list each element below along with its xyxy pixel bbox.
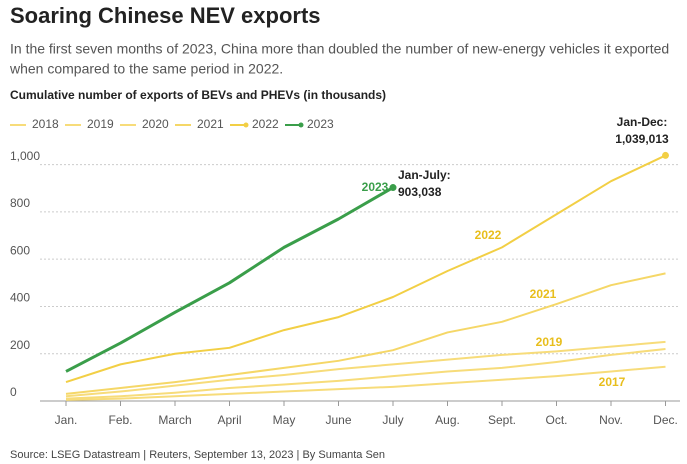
legend-label: 2023 bbox=[307, 117, 334, 131]
x-tick-label: Dec. bbox=[653, 413, 678, 427]
end-label: Jan-July: bbox=[398, 168, 451, 182]
end-label: 1,039,013 bbox=[615, 132, 669, 146]
line-label: 2021 bbox=[530, 287, 557, 301]
x-tick-label: June bbox=[325, 413, 351, 427]
x-tick-label: Feb. bbox=[108, 413, 132, 427]
x-tick-label: Aug. bbox=[435, 413, 460, 427]
x-tick-label: Nov. bbox=[599, 413, 623, 427]
legend-label: 2022 bbox=[252, 117, 279, 131]
series-line bbox=[65, 348, 666, 400]
line-label: 2022 bbox=[475, 228, 502, 242]
x-tick-label: July bbox=[382, 413, 403, 427]
line-label: 2023 bbox=[362, 180, 389, 194]
legend-label: 2018 bbox=[32, 117, 59, 131]
end-marker bbox=[662, 151, 669, 159]
subtitle: In the first seven months of 2023, China… bbox=[10, 41, 669, 57]
y-tick-label: 800 bbox=[10, 196, 30, 210]
series-line bbox=[65, 154, 666, 384]
source: Source: LSEG Datastream | Reuters, Septe… bbox=[10, 449, 385, 461]
y-tick-label: 0 bbox=[10, 385, 17, 399]
legend-label: 2021 bbox=[197, 117, 224, 131]
x-tick-label: May bbox=[273, 413, 296, 427]
y-tick-label: 200 bbox=[10, 338, 30, 352]
x-tick-label: Jan. bbox=[55, 413, 78, 427]
series-line bbox=[65, 340, 666, 398]
x-tick-label: Oct. bbox=[545, 413, 567, 427]
legend-label: 2020 bbox=[142, 117, 169, 131]
x-tick-label: March bbox=[158, 413, 191, 427]
subtitle: when compared to the same period in 2022… bbox=[9, 61, 283, 77]
series-line bbox=[65, 186, 394, 373]
end-marker bbox=[389, 184, 397, 192]
y-tick-label: 1,000 bbox=[10, 149, 40, 163]
x-tick-label: Sept. bbox=[488, 413, 516, 427]
end-label: Jan-Dec: bbox=[617, 115, 668, 129]
line-label: 2017 bbox=[599, 375, 626, 389]
x-tick-label: April bbox=[217, 413, 241, 427]
legend-dot bbox=[298, 122, 304, 128]
series-line bbox=[65, 272, 666, 395]
chart-subtitle: Cumulative number of exports of BEVs and… bbox=[10, 88, 386, 102]
chart-title: Soaring Chinese NEV exports bbox=[10, 3, 321, 28]
series-line bbox=[65, 365, 666, 401]
end-label: 903,038 bbox=[398, 185, 442, 199]
y-tick-label: 600 bbox=[10, 243, 30, 257]
y-tick-label: 400 bbox=[10, 291, 30, 305]
line-label: 2019 bbox=[536, 335, 563, 349]
legend-label: 2019 bbox=[87, 117, 114, 131]
legend-dot bbox=[243, 122, 249, 128]
